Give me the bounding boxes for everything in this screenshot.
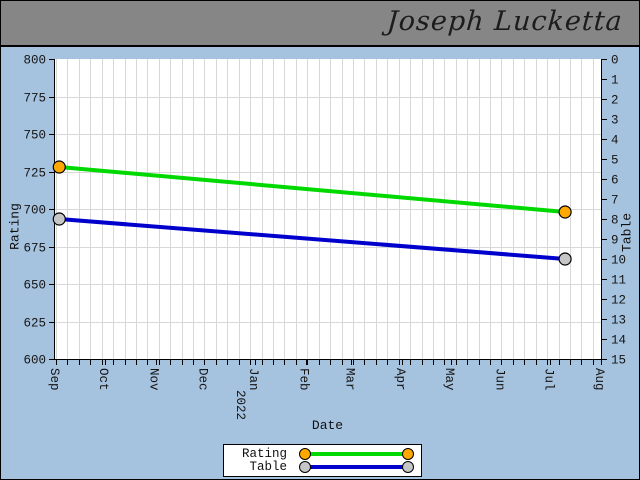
y-tick-label: 725 (23, 167, 46, 181)
table-marker-icon (299, 461, 311, 474)
x-tick-label: Mar (342, 368, 356, 391)
y2-tick-label: 14 (611, 334, 626, 348)
series-line-rating (59, 165, 566, 214)
header: Joseph Lucketta (1, 1, 639, 47)
y-tick-label: 600 (23, 354, 46, 368)
legend-sample-table (299, 461, 414, 474)
x-axis-title: Date (311, 418, 344, 433)
legend-label-rating: Rating (241, 446, 287, 461)
legend-item-rating: Rating (231, 446, 414, 461)
x-tick-label: Jan (246, 368, 260, 391)
y2-tick-label: 9 (611, 234, 619, 248)
series-marker-rating (52, 160, 66, 174)
rating-line-swatch (305, 451, 408, 456)
y2-tick-label: 8 (611, 214, 619, 228)
y-tick-label: 650 (23, 279, 46, 293)
y2-tick-label: 1 (611, 74, 619, 88)
series-line-table (59, 217, 566, 261)
y2-tick-label: 4 (611, 134, 619, 148)
table-marker-icon (402, 461, 414, 474)
right-axis-title: Table (619, 213, 635, 253)
y-tick-label: 750 (23, 129, 46, 143)
y2-tick-label: 2 (611, 94, 619, 108)
y2-tick-label: 3 (611, 114, 619, 128)
left-axis-title: Rating (7, 203, 23, 250)
legend-item-table: Table (231, 460, 414, 475)
series-marker-table (52, 212, 66, 226)
legend-label-table: Table (249, 460, 287, 475)
y-tick-label: 675 (23, 242, 46, 256)
y2-tick-label: 0 (611, 54, 619, 68)
series-marker-rating (558, 205, 572, 219)
rating-marker-icon (299, 447, 311, 460)
x-tick-label: Apr (393, 368, 407, 391)
y2-tick-label: 15 (611, 354, 626, 368)
x-tick-label: Sep (47, 368, 61, 391)
y-tick-label: 775 (23, 92, 46, 106)
legend: Rating Table (223, 444, 422, 477)
x-tick-label: Feb (297, 368, 311, 391)
y2-tick-label: 11 (611, 274, 626, 288)
x-tick-label: Jun (492, 368, 506, 391)
y2-tick-label: 7 (611, 194, 619, 208)
legend-sample-rating (299, 447, 414, 460)
x-tick-label: Aug (592, 368, 606, 391)
x-tick-label: Nov (147, 368, 161, 391)
y-tick-label: 625 (23, 317, 46, 331)
y-tick-label: 800 (23, 54, 46, 68)
x-year-label: 2022 (233, 390, 247, 420)
x-tick-label: Oct (96, 368, 110, 391)
page-title: Joseph Lucketta (386, 6, 625, 37)
y2-tick-label: 13 (611, 314, 626, 328)
y2-tick-label: 12 (611, 294, 626, 308)
table-line-swatch (305, 465, 408, 470)
y2-tick-label: 5 (611, 154, 619, 168)
x-tick-label: Dec (195, 368, 209, 391)
x-tick-label: May (442, 368, 456, 391)
y-tick-label: 700 (23, 204, 46, 218)
x-tick-label: Jul (541, 368, 555, 391)
series-marker-table (558, 252, 572, 266)
y2-tick-label: 6 (611, 174, 619, 188)
rating-marker-icon (402, 447, 414, 460)
y2-tick-label: 10 (611, 254, 626, 268)
